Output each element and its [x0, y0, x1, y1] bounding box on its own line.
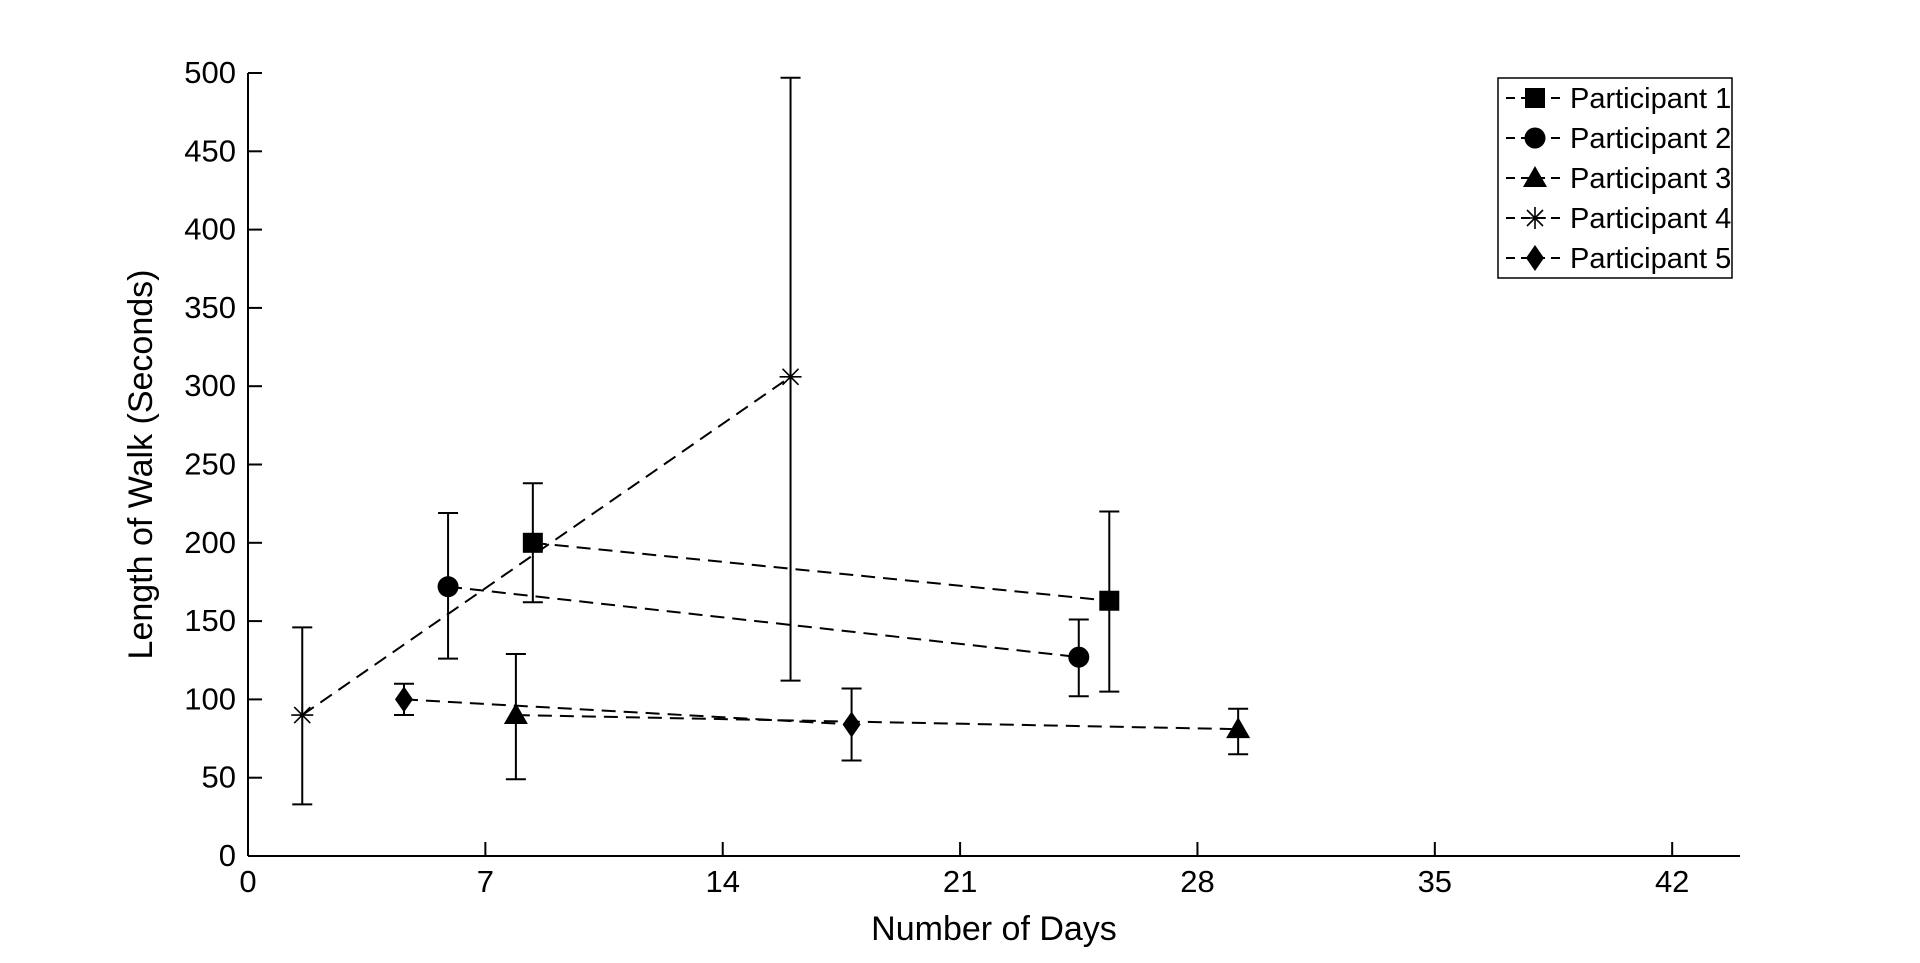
legend-marker-diamond — [1526, 245, 1544, 271]
series-line — [515, 714, 1239, 731]
legend-item: Participant 2 — [1506, 123, 1731, 155]
y-tick-label: 250 — [184, 447, 236, 482]
y-tick-label: 350 — [184, 290, 236, 325]
legend-marker-square — [1525, 88, 1545, 108]
legend-item: Participant 1 — [1506, 83, 1731, 115]
x-tick-label: 42 — [1655, 864, 1689, 899]
x-tick-label: 0 — [239, 864, 256, 899]
data-point-marker-circle — [437, 576, 459, 598]
legend-item: Participant 3 — [1506, 163, 1731, 195]
data-point-marker-square — [522, 532, 543, 553]
legend-label: Participant 2 — [1570, 123, 1731, 155]
series-2 — [437, 512, 1090, 698]
y-tick-label: 0 — [219, 838, 236, 873]
data-point-marker-square — [1099, 590, 1120, 611]
y-tick-label: 500 — [184, 55, 236, 90]
y-tick-label: 400 — [184, 212, 236, 247]
x-tick-label: 7 — [477, 864, 494, 899]
data-point-marker-diamond — [842, 711, 861, 738]
legend-marker-triangle — [1523, 166, 1547, 187]
y-tick-label: 300 — [184, 368, 236, 403]
x-tick-label: 14 — [705, 864, 739, 899]
series-line — [403, 698, 852, 726]
series-1 — [522, 482, 1120, 693]
series-5 — [393, 682, 862, 762]
y-tick-label: 450 — [184, 133, 236, 168]
y-tick-label: 50 — [202, 760, 236, 795]
series-line — [301, 375, 792, 716]
y-tick-label: 100 — [184, 681, 236, 716]
legend-label: Participant 4 — [1570, 203, 1731, 235]
data-point-marker-triangle — [503, 703, 528, 725]
data-point-marker-triangle — [1226, 717, 1251, 739]
series-4 — [291, 76, 802, 806]
x-axis-title: Number of Days — [871, 910, 1117, 948]
series-3 — [503, 652, 1251, 781]
data-point-marker-diamond — [394, 686, 413, 713]
data-point-marker-asterisk — [779, 365, 802, 388]
legend-item: Participant 5 — [1506, 243, 1731, 275]
legend-label: Participant 5 — [1570, 243, 1731, 275]
data-point-marker-circle — [1068, 646, 1090, 668]
series-line — [447, 585, 1079, 659]
legend-label: Participant 3 — [1570, 163, 1731, 195]
legend-marker-asterisk — [1524, 207, 1546, 229]
series-line — [532, 541, 1110, 602]
legend-label: Participant 1 — [1570, 83, 1731, 115]
legend-item: Participant 4 — [1506, 203, 1731, 235]
x-tick-label: 28 — [1180, 864, 1214, 899]
x-tick-label: 21 — [943, 864, 977, 899]
legend: Participant 1 Participant 2 Participant 3 P… — [1497, 77, 1733, 279]
legend-marker-circle — [1524, 127, 1546, 149]
y-axis-title: Length of Walk (Seconds) — [122, 270, 160, 660]
data-point-marker-asterisk — [291, 704, 314, 727]
y-tick-label: 150 — [184, 603, 236, 638]
y-tick-label: 200 — [184, 525, 236, 560]
x-tick-label: 35 — [1418, 864, 1452, 899]
